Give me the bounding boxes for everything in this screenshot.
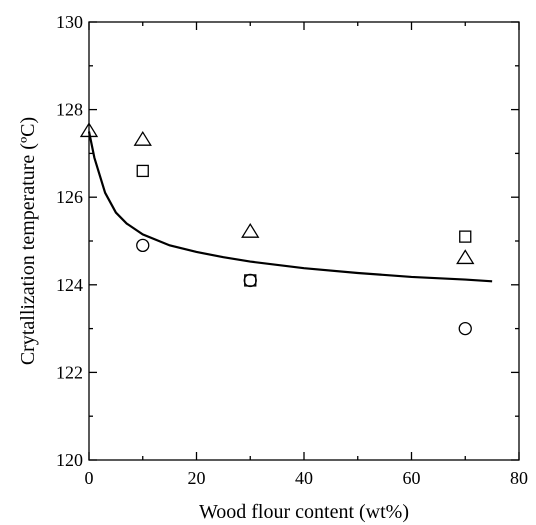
x-tick-label: 40 <box>295 468 313 488</box>
y-tick-label: 130 <box>56 12 83 32</box>
y-tick-label: 128 <box>56 100 83 120</box>
circle-marker <box>243 273 257 288</box>
axis-tick-labels: 0 20 40 60 80 120 122 124 126 128 130 <box>56 12 528 488</box>
triangle-marker <box>456 249 475 265</box>
axis-ticks <box>88 21 520 461</box>
x-tick-label: 0 <box>85 468 94 488</box>
y-tick-label: 120 <box>56 450 83 470</box>
triangle-marker <box>133 130 152 146</box>
x-tick-label: 60 <box>403 468 421 488</box>
triangle-marker <box>241 222 260 238</box>
x-axis-label: Wood flour content (wt%) <box>199 501 409 523</box>
circle-marker <box>458 321 472 336</box>
circle-marker <box>136 238 150 253</box>
square-marker <box>459 230 472 243</box>
triangle-marker <box>79 122 99 138</box>
y-axis-label: Crytallization temperature (ºC) <box>17 117 39 365</box>
data-markers <box>79 122 475 336</box>
x-tick-label: 80 <box>510 468 528 488</box>
y-tick-label: 122 <box>56 362 83 382</box>
square-marker <box>136 164 149 178</box>
fit-curve <box>87 131 493 283</box>
y-tick-label: 126 <box>56 187 83 207</box>
y-tick-label: 124 <box>56 275 83 295</box>
x-tick-label: 20 <box>188 468 206 488</box>
plot-frame <box>88 21 520 461</box>
